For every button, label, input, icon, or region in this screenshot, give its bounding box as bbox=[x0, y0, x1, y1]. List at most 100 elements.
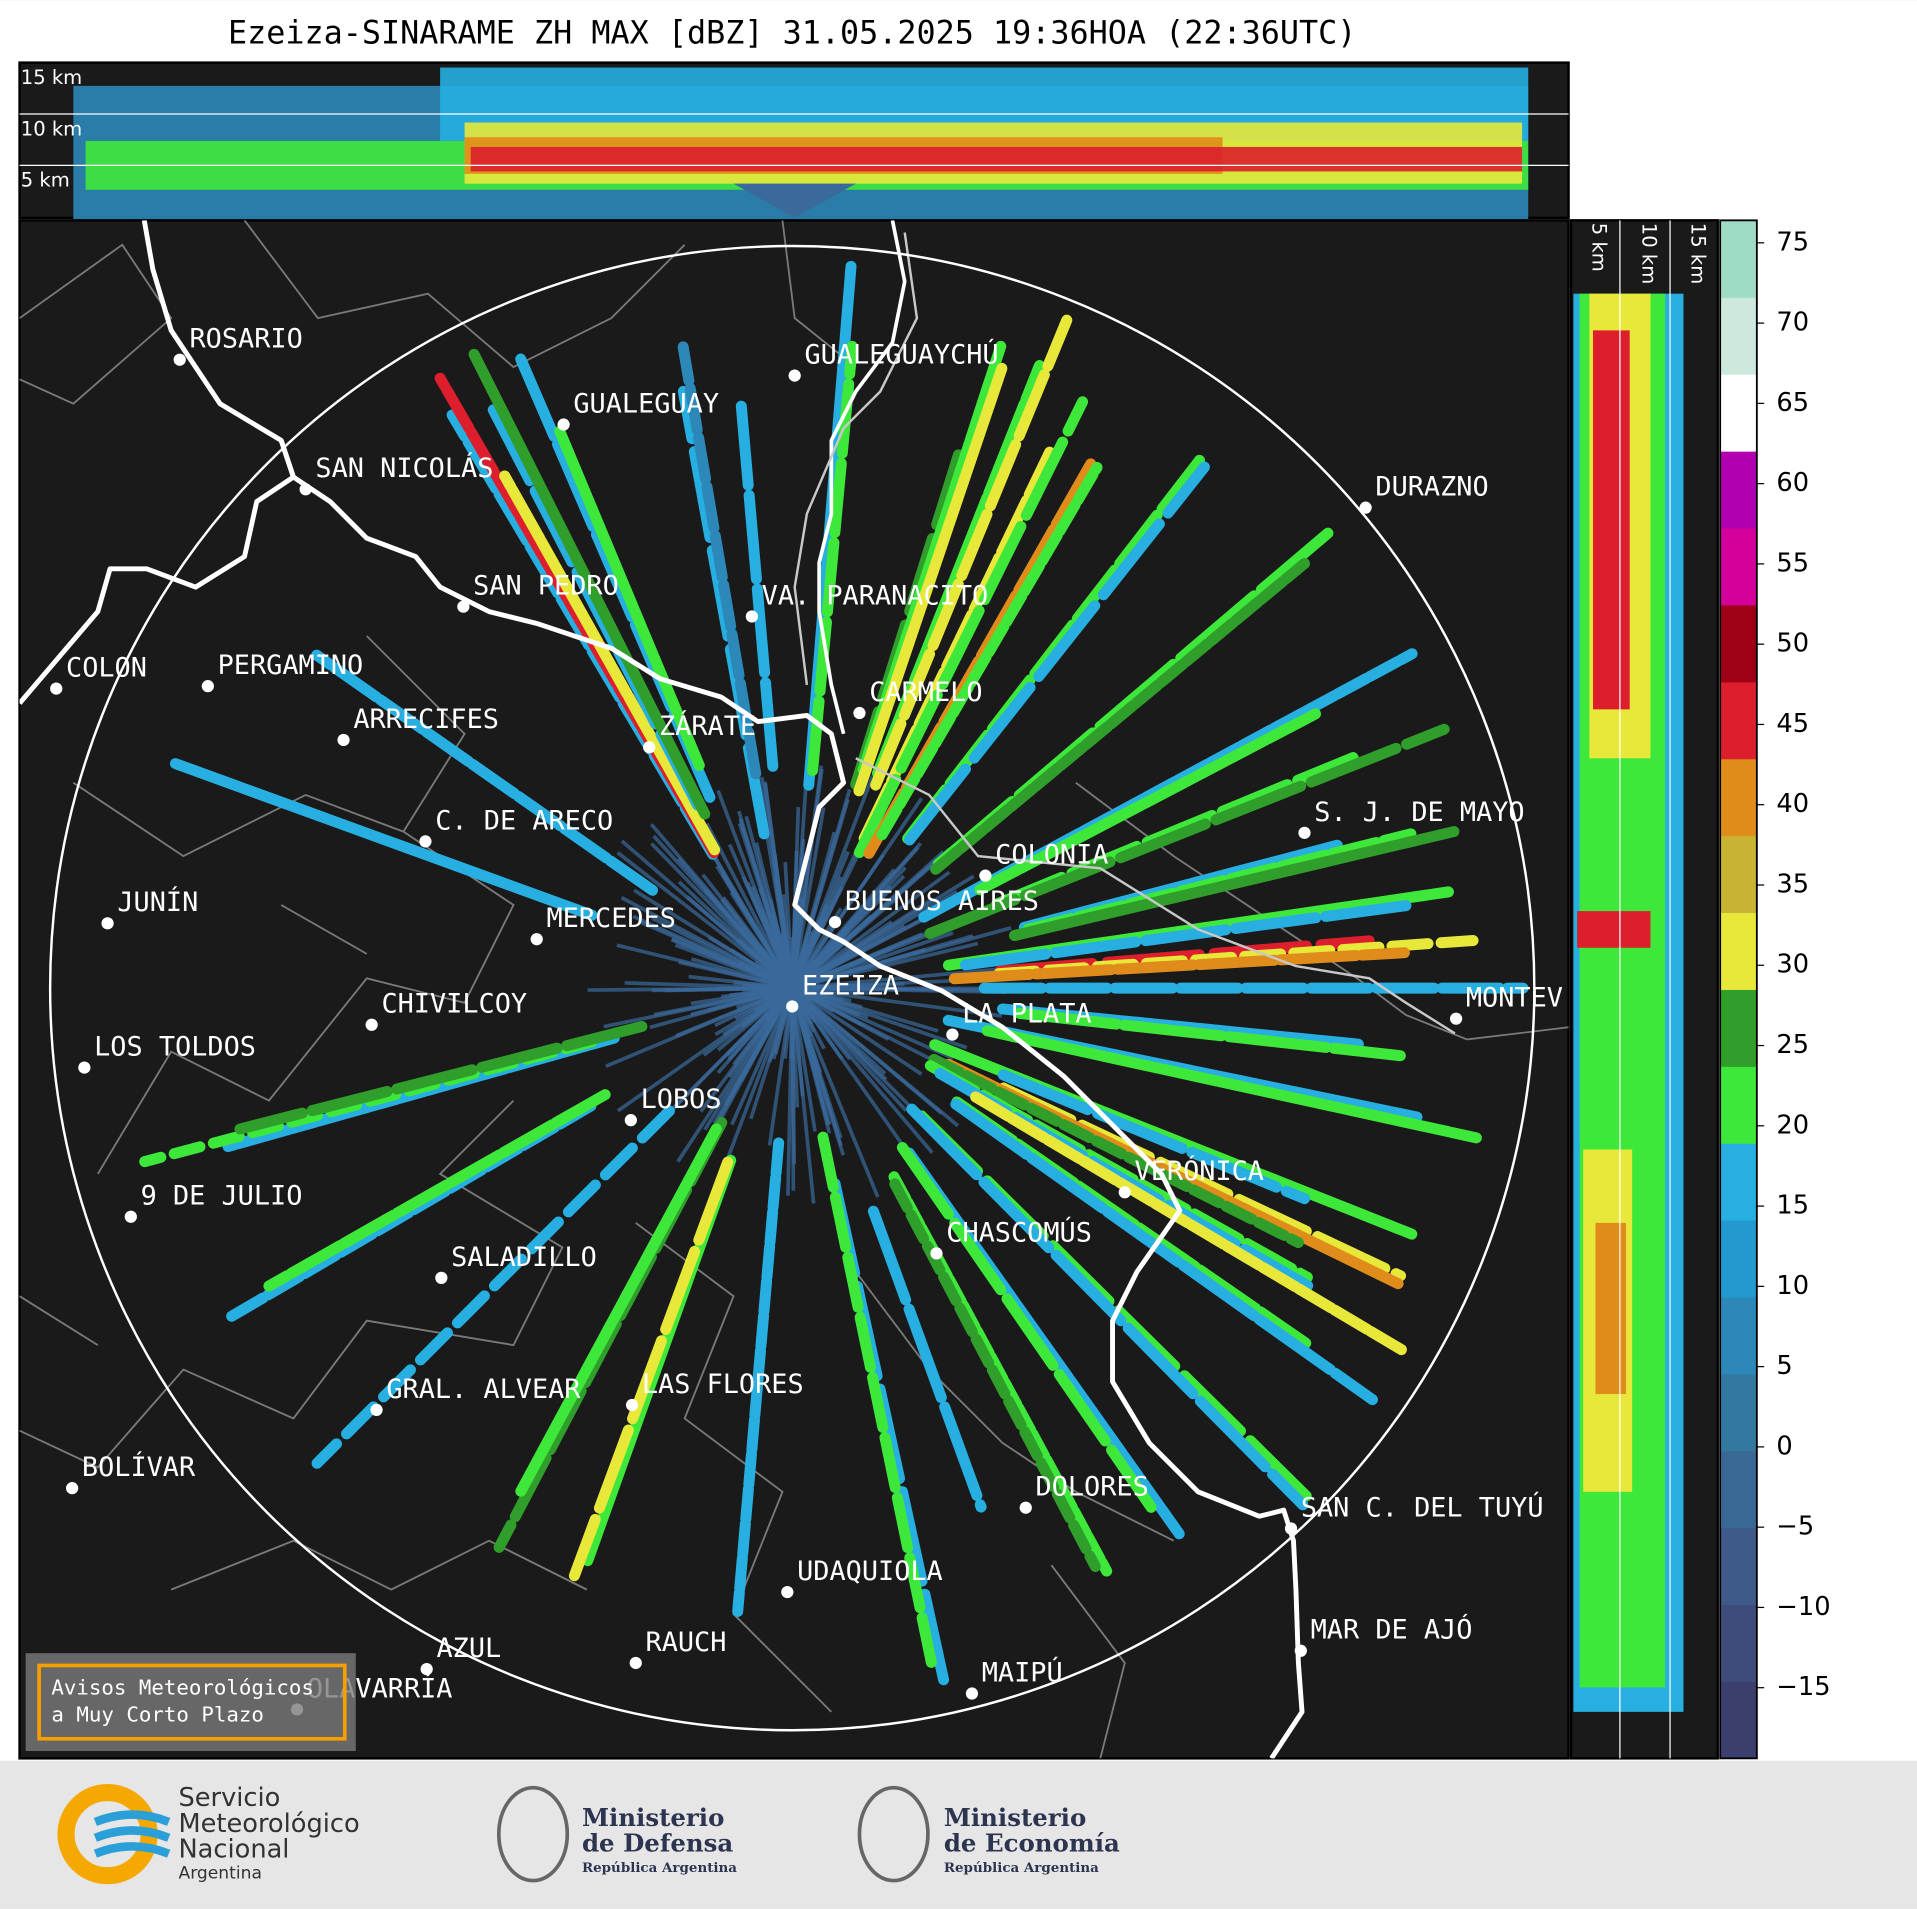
echo bbox=[807, 340, 858, 776]
echo bbox=[1595, 1222, 1627, 1395]
colorbar-tick-label: 60 bbox=[1776, 468, 1809, 498]
echo bbox=[790, 987, 814, 1019]
echo bbox=[930, 557, 1310, 875]
city-dot bbox=[1284, 1522, 1298, 1535]
colorbar-tick-label: 50 bbox=[1776, 629, 1809, 659]
city-dot bbox=[365, 1018, 378, 1031]
colorbar-segment bbox=[1720, 1604, 1757, 1683]
echo bbox=[970, 1091, 1407, 1356]
colorbar-segment bbox=[1720, 835, 1757, 914]
city-label: MERCEDES bbox=[546, 903, 675, 934]
colorbar-segment bbox=[1720, 758, 1757, 837]
echo bbox=[677, 341, 762, 780]
city-label: ROSARIO bbox=[189, 324, 302, 355]
echo bbox=[906, 1103, 1309, 1511]
city-label: GUALEGUAY bbox=[573, 388, 719, 419]
city-label: LA PLATA bbox=[962, 999, 1091, 1030]
city-dot bbox=[50, 682, 63, 695]
echo bbox=[790, 876, 843, 989]
echo bbox=[311, 649, 659, 896]
city-label: MAR DE AJÓ bbox=[1311, 1614, 1473, 1646]
city-label: S. J. DE MAYO bbox=[1314, 797, 1524, 828]
city-dot bbox=[201, 680, 214, 693]
city-label: SAN NICOLÁS bbox=[315, 452, 493, 484]
colorbar-tick-label: 75 bbox=[1776, 227, 1809, 257]
echo bbox=[730, 987, 794, 1126]
echo bbox=[767, 987, 795, 1146]
borders bbox=[19, 220, 1569, 1759]
echo bbox=[786, 988, 795, 1196]
city-dot bbox=[124, 1210, 137, 1223]
city-label: AZUL bbox=[436, 1633, 501, 1664]
city-label: GUALEGUAYCHÚ bbox=[804, 339, 998, 371]
colorbar-tick-label: 25 bbox=[1776, 1030, 1809, 1060]
echo bbox=[790, 987, 807, 1036]
logo-text: República Argentina bbox=[944, 1860, 1099, 1876]
echo bbox=[568, 1156, 734, 1582]
colorbar-tick-label: 10 bbox=[1776, 1271, 1809, 1301]
echo bbox=[732, 987, 794, 1066]
warning-text: a Muy Corto Plazo bbox=[51, 1703, 264, 1727]
city-label: CARMELO bbox=[869, 677, 982, 708]
colorbar-segment bbox=[1720, 1220, 1757, 1298]
echo bbox=[711, 852, 794, 990]
footer bbox=[0, 1760, 1917, 1909]
echo bbox=[791, 986, 923, 1076]
echo bbox=[732, 1137, 785, 1617]
city-label: C. DE ARECO bbox=[435, 805, 613, 836]
echo bbox=[688, 974, 793, 990]
colorbar-segment bbox=[1720, 374, 1757, 452]
colorbar-segment bbox=[1720, 912, 1757, 990]
city-dot bbox=[420, 1662, 433, 1676]
city-dot bbox=[625, 1398, 639, 1412]
city-label: EZEIZA bbox=[802, 970, 899, 1001]
city-dot bbox=[853, 706, 866, 720]
title: Ezeiza-SINARAME ZH MAX [dBZ] 31.05.2025 … bbox=[228, 16, 1356, 52]
map: ROSARIO GUALEGUAYCHÚ GUALEGUAY SAN NICOLÁS D… bbox=[19, 220, 1569, 1759]
echo bbox=[889, 1178, 1101, 1572]
echo bbox=[772, 858, 795, 989]
echo bbox=[981, 1025, 1482, 1144]
echo bbox=[470, 146, 1523, 172]
echo bbox=[903, 461, 1210, 846]
city-dot bbox=[1019, 1501, 1032, 1514]
city-label: 9 DE JULIO bbox=[141, 1181, 303, 1212]
city-dot bbox=[828, 915, 842, 929]
echo bbox=[790, 842, 922, 990]
echo bbox=[792, 983, 860, 990]
side-panel-echoes bbox=[1573, 293, 1684, 1712]
colorbar-segment bbox=[1720, 989, 1757, 1067]
top-panel-echoes bbox=[73, 67, 1529, 233]
echo bbox=[790, 987, 919, 1167]
city-label: LOBOS bbox=[641, 1084, 722, 1115]
logo-text: República Argentina bbox=[582, 1860, 737, 1876]
city-dot bbox=[557, 418, 570, 431]
echo bbox=[616, 943, 793, 990]
city-dot bbox=[930, 1247, 943, 1260]
colorbar-segment bbox=[1720, 1143, 1757, 1221]
warning-box[interactable] bbox=[37, 1663, 347, 1741]
city-dot bbox=[1298, 826, 1311, 839]
echo bbox=[720, 898, 794, 990]
echo bbox=[263, 1089, 611, 1292]
city-label: BUENOS AIRES bbox=[845, 886, 1039, 917]
echo bbox=[870, 314, 1073, 791]
echo bbox=[974, 708, 1322, 896]
city-label: LAS FLORES bbox=[642, 1369, 804, 1400]
city-dot bbox=[786, 1000, 799, 1013]
colorbar-tick-label: 0 bbox=[1776, 1431, 1792, 1461]
echo bbox=[948, 947, 1410, 985]
warning-text: Avisos Meteorológicos bbox=[51, 1676, 314, 1700]
city-label: COLONIA bbox=[995, 840, 1108, 871]
colorbar-tick-label: 55 bbox=[1776, 548, 1809, 578]
colorbar-tick-label: 35 bbox=[1776, 869, 1809, 899]
echo bbox=[950, 1098, 1378, 1406]
city-dot bbox=[781, 1585, 794, 1599]
city-dot bbox=[299, 483, 312, 496]
city-label: MONTEV bbox=[1466, 983, 1563, 1014]
echo bbox=[876, 461, 1103, 841]
echo bbox=[791, 986, 863, 1010]
city-dot bbox=[788, 369, 801, 382]
logo-text: Argentina bbox=[178, 1863, 261, 1883]
